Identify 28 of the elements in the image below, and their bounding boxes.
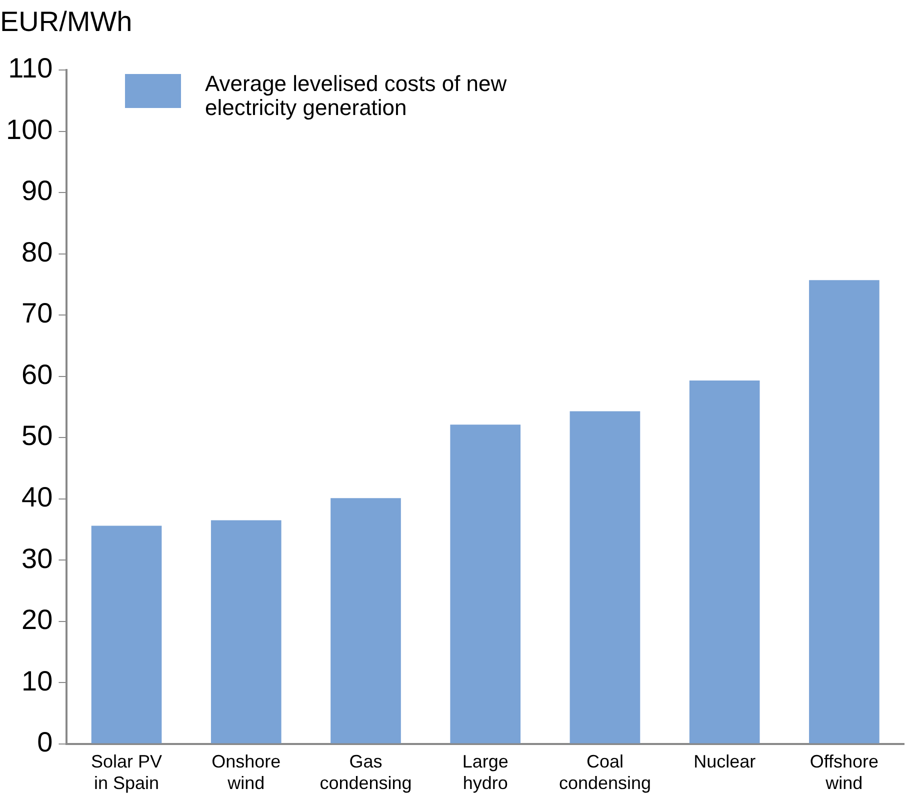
y-tick-label: 30 — [22, 542, 53, 574]
y-tick-label: 80 — [22, 236, 53, 268]
bar — [809, 280, 880, 744]
y-tick-label: 10 — [22, 665, 53, 696]
bar — [450, 424, 521, 744]
legend-label: Average levelised costs of new electricity generation — [205, 71, 508, 120]
y-tick-label: 110 — [8, 52, 53, 84]
x-tick-label: Onshore wind — [212, 752, 281, 794]
x-tick-label: Coal condensing — [558, 752, 652, 794]
y-tick-label: 100 — [6, 114, 53, 145]
x-tick-label: Large hydro — [462, 752, 508, 794]
x-tick-label: Solar PV in Spain — [91, 752, 162, 794]
bar — [330, 498, 401, 744]
x-tick-label: Gas condensing — [320, 752, 412, 794]
y-axis-title: EUR/MWh — [0, 6, 132, 38]
y-tick-label: 40 — [22, 482, 53, 512]
bar — [210, 520, 282, 744]
y-tick-label: 20 — [22, 604, 53, 636]
y-tick-label: 60 — [22, 358, 53, 390]
x-tick-label: Nuclear — [694, 752, 756, 772]
y-tick-label: 50 — [22, 420, 53, 452]
y-tick-label: 0 — [37, 726, 53, 758]
bar — [689, 380, 760, 744]
bar — [570, 411, 640, 744]
bar — [91, 526, 162, 744]
y-tick-label: 90 — [22, 175, 53, 206]
x-tick-label: Offshore wind — [810, 752, 879, 794]
y-tick-label: 70 — [22, 298, 53, 329]
